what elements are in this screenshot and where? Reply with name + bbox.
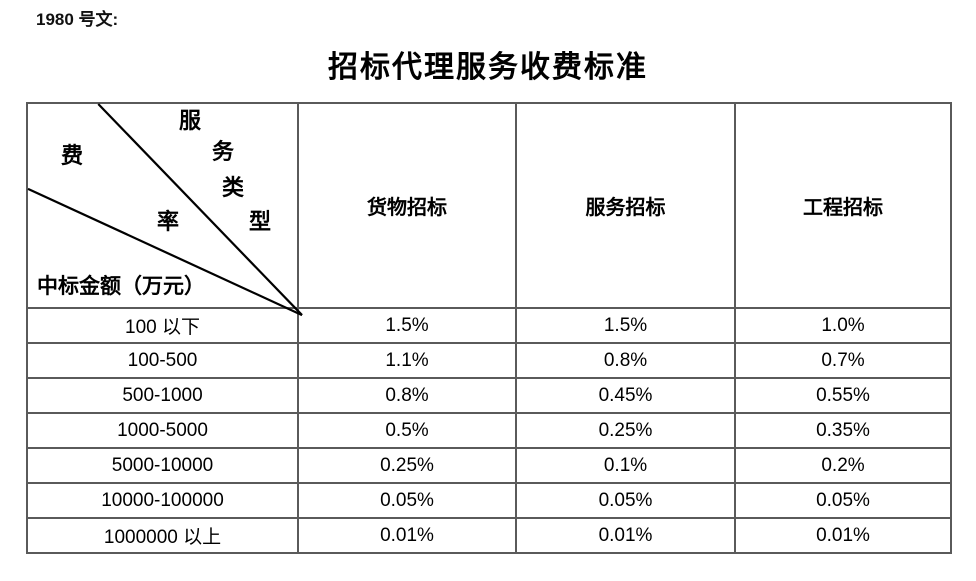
diagonal-divider-lines bbox=[27, 103, 303, 317]
amount-cell: 100 以下 bbox=[26, 307, 299, 344]
corner-amount-label: 中标金额（万元） bbox=[37, 273, 205, 298]
amount-cell: 100-500 bbox=[26, 342, 299, 379]
corner-rate-char: 率 bbox=[157, 209, 180, 235]
corner-service-type-char-1: 服 bbox=[179, 108, 202, 134]
table-row: 500-1000 0.8% 0.45% 0.55% bbox=[26, 377, 952, 414]
goods-rate-cell: 0.8% bbox=[297, 377, 517, 414]
engineering-rate-cell: 0.7% bbox=[734, 342, 952, 379]
amount-cell: 500-1000 bbox=[26, 377, 299, 414]
fee-table: 服 务 类 型 费 率 中标金额（万元） 货物招标 服务招标 工程招标 100 … bbox=[26, 102, 952, 554]
column-header-service-bidding: 服务招标 bbox=[515, 102, 736, 309]
corner-cell: 服 务 类 型 费 率 中标金额（万元） bbox=[26, 102, 303, 317]
amount-cell: 5000-10000 bbox=[26, 447, 299, 484]
table-row: 1000000 以上 0.01% 0.01% 0.01% bbox=[26, 517, 952, 554]
goods-rate-cell: 0.05% bbox=[297, 482, 517, 519]
corner-service-type-char-4: 型 bbox=[249, 209, 272, 235]
table-row: 1000-5000 0.5% 0.25% 0.35% bbox=[26, 412, 952, 449]
service-rate-cell: 0.1% bbox=[515, 447, 736, 484]
goods-rate-cell: 1.5% bbox=[297, 307, 517, 344]
engineering-rate-cell: 0.35% bbox=[734, 412, 952, 449]
table-row: 5000-10000 0.25% 0.1% 0.2% bbox=[26, 447, 952, 484]
corner-service-type-char-2: 务 bbox=[212, 139, 235, 165]
service-rate-cell: 0.01% bbox=[515, 517, 736, 554]
engineering-rate-cell: 0.2% bbox=[734, 447, 952, 484]
corner-service-type-char-3: 类 bbox=[222, 175, 245, 201]
engineering-rate-cell: 0.55% bbox=[734, 377, 952, 414]
amount-cell: 10000-100000 bbox=[26, 482, 299, 519]
goods-rate-cell: 1.1% bbox=[297, 342, 517, 379]
table-row: 100 以下 1.5% 1.5% 1.0% bbox=[26, 307, 952, 344]
column-header-engineering-bidding: 工程招标 bbox=[734, 102, 952, 309]
page-title: 招标代理服务收费标准 bbox=[328, 50, 648, 85]
service-rate-cell: 1.5% bbox=[515, 307, 736, 344]
engineering-rate-cell: 1.0% bbox=[734, 307, 952, 344]
corner-fee-char: 费 bbox=[61, 143, 84, 169]
engineering-rate-cell: 0.01% bbox=[734, 517, 952, 554]
service-rate-cell: 0.25% bbox=[515, 412, 736, 449]
service-rate-cell: 0.45% bbox=[515, 377, 736, 414]
table-row: 10000-100000 0.05% 0.05% 0.05% bbox=[26, 482, 952, 519]
column-header-goods-bidding: 货物招标 bbox=[297, 102, 517, 309]
table-row: 100-500 1.1% 0.8% 0.7% bbox=[26, 342, 952, 379]
goods-rate-cell: 0.25% bbox=[297, 447, 517, 484]
service-rate-cell: 0.05% bbox=[515, 482, 736, 519]
goods-rate-cell: 0.01% bbox=[297, 517, 517, 554]
service-rate-cell: 0.8% bbox=[515, 342, 736, 379]
doc-number-label: 1980 号文: bbox=[36, 10, 119, 29]
amount-cell: 1000000 以上 bbox=[26, 517, 299, 554]
engineering-rate-cell: 0.05% bbox=[734, 482, 952, 519]
amount-cell: 1000-5000 bbox=[26, 412, 299, 449]
header-row: 服 务 类 型 费 率 中标金额（万元） 货物招标 服务招标 工程招标 bbox=[26, 102, 952, 317]
goods-rate-cell: 0.5% bbox=[297, 412, 517, 449]
